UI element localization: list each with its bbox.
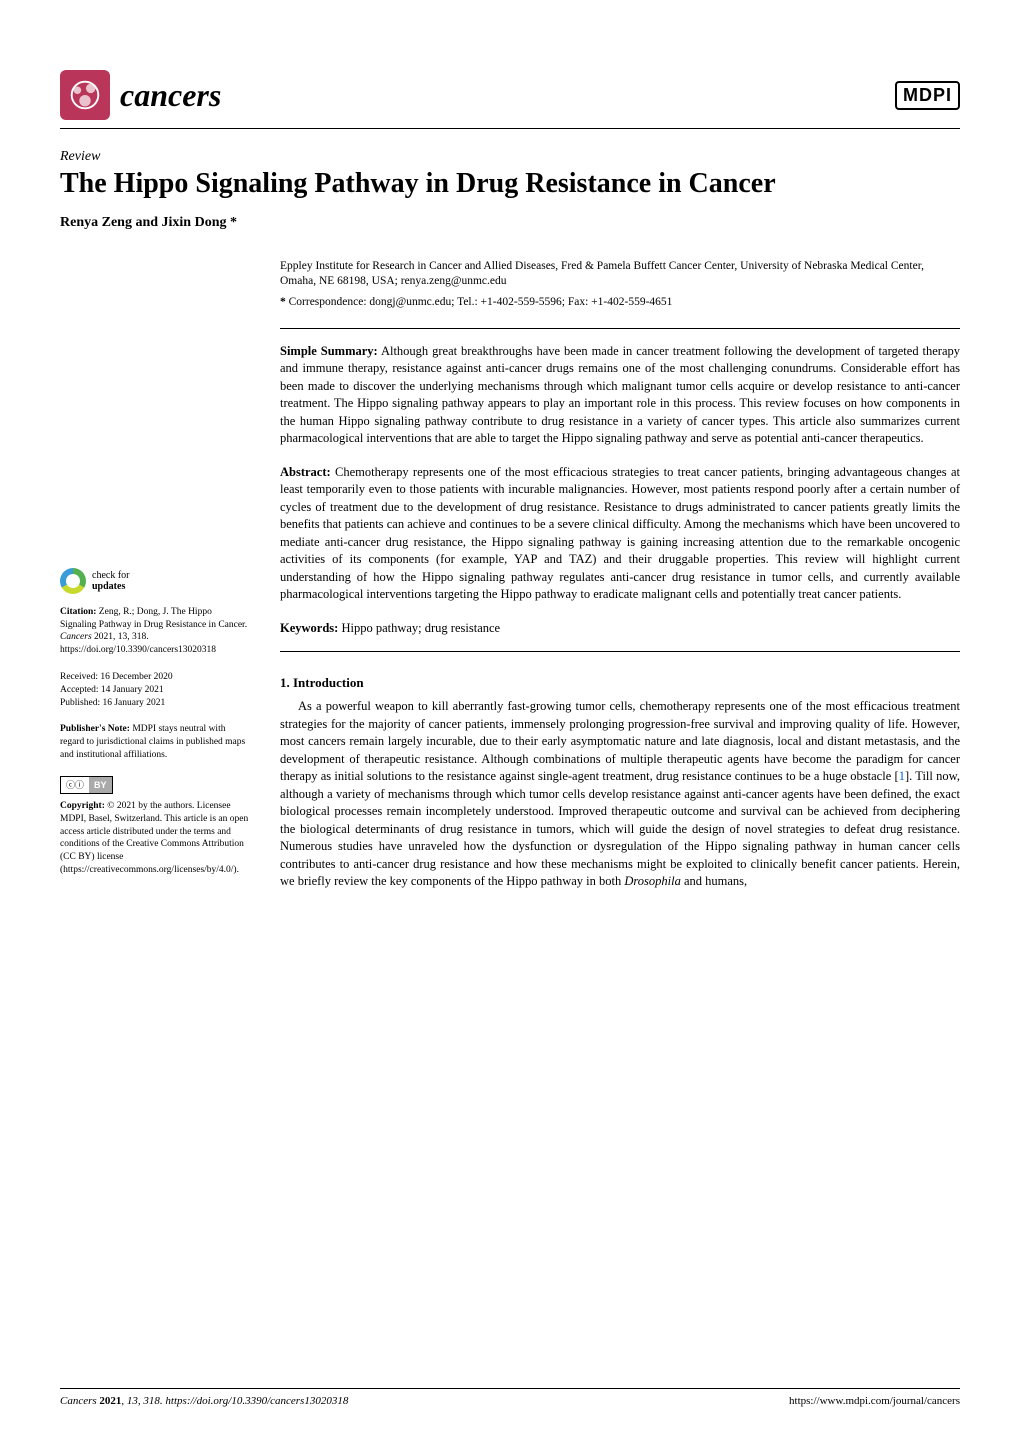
- publishers-note-label: Publisher's Note:: [60, 724, 130, 734]
- intro-part1: As a powerful weapon to kill aberrantly …: [280, 699, 960, 783]
- cc-icon: ⓒⓘ: [61, 777, 89, 793]
- citation-journal: Cancers: [60, 632, 92, 642]
- footer-left-rest: , 13, 318. https://doi.org/10.3390/cance…: [121, 1395, 348, 1407]
- journal-logo: cancers: [60, 70, 221, 120]
- journal-icon: [60, 70, 110, 120]
- correspondence-text: Correspondence: dongj@unmc.edu; Tel.: +1…: [289, 296, 673, 308]
- copyright-label: Copyright:: [60, 801, 105, 811]
- article-title: The Hippo Signaling Pathway in Drug Resi…: [60, 167, 960, 201]
- page-footer: Cancers 2021, 13, 318. https://doi.org/1…: [60, 1388, 960, 1407]
- abstract-text: Chemotherapy represents one of the most …: [280, 465, 960, 602]
- footer-left: Cancers 2021, 13, 318. https://doi.org/1…: [60, 1395, 348, 1407]
- cc-badge: ⓒⓘ BY: [60, 776, 113, 794]
- correspondence: * Correspondence: dongj@unmc.edu; Tel.: …: [280, 294, 960, 310]
- article-type: Review: [60, 149, 960, 165]
- drosophila-italic: Drosophila: [624, 874, 681, 888]
- abstract-label: Abstract:: [280, 465, 331, 479]
- check-updates[interactable]: check for updates: [60, 568, 250, 594]
- check-updates-text: check for updates: [92, 570, 129, 592]
- intro-paragraph: As a powerful weapon to kill aberrantly …: [280, 698, 960, 891]
- accepted-date: Accepted: 14 January 2021: [60, 684, 250, 697]
- summary-label: Simple Summary:: [280, 344, 378, 358]
- keywords-label: Keywords:: [280, 621, 338, 635]
- dates-block: Received: 16 December 2020 Accepted: 14 …: [60, 671, 250, 709]
- check-updates-line2: updates: [92, 581, 125, 592]
- affiliation: Eppley Institute for Research in Cancer …: [280, 259, 960, 290]
- publisher-logo: MDPI: [895, 81, 960, 110]
- section-heading: 1. Introduction: [280, 674, 960, 692]
- received-date: Received: 16 December 2020: [60, 671, 250, 684]
- summary-text: Although great breakthroughs have been m…: [280, 344, 960, 446]
- intro-part3: and humans,: [681, 874, 747, 888]
- simple-summary: Simple Summary: Although great breakthro…: [280, 328, 960, 448]
- check-updates-icon: [60, 568, 86, 594]
- published-date: Published: 16 January 2021: [60, 697, 250, 710]
- by-label: BY: [89, 777, 112, 793]
- footer-right: https://www.mdpi.com/journal/cancers: [789, 1395, 960, 1407]
- citation-block: Citation: Zeng, R.; Dong, J. The Hippo S…: [60, 606, 250, 657]
- citation-label: Citation:: [60, 607, 96, 617]
- footer-left-italic: Cancers: [60, 1395, 99, 1407]
- footer-left-bold: 2021: [99, 1395, 121, 1407]
- journal-name: cancers: [120, 77, 221, 114]
- keywords: Keywords: Hippo pathway; drug resistance: [280, 620, 960, 653]
- license-block: ⓒⓘ BY Copyright: © 2021 by the authors. …: [60, 776, 250, 877]
- copyright-text: © 2021 by the authors. Licensee MDPI, Ba…: [60, 801, 248, 875]
- sidebar: check for updates Citation: Zeng, R.; Do…: [60, 259, 250, 891]
- keywords-text: Hippo pathway; drug resistance: [338, 621, 500, 635]
- check-updates-line1: check for: [92, 570, 129, 581]
- page-header: cancers MDPI: [60, 70, 960, 129]
- main-column: Eppley Institute for Research in Cancer …: [280, 259, 960, 891]
- content-row: check for updates Citation: Zeng, R.; Do…: [60, 259, 960, 891]
- abstract: Abstract: Chemotherapy represents one of…: [280, 464, 960, 604]
- correspondence-label: *: [280, 296, 286, 308]
- publishers-note-block: Publisher's Note: MDPI stays neutral wit…: [60, 723, 250, 761]
- intro-part2: ]. Till now, although a variety of mecha…: [280, 769, 960, 888]
- article-authors: Renya Zeng and Jixin Dong *: [60, 215, 960, 231]
